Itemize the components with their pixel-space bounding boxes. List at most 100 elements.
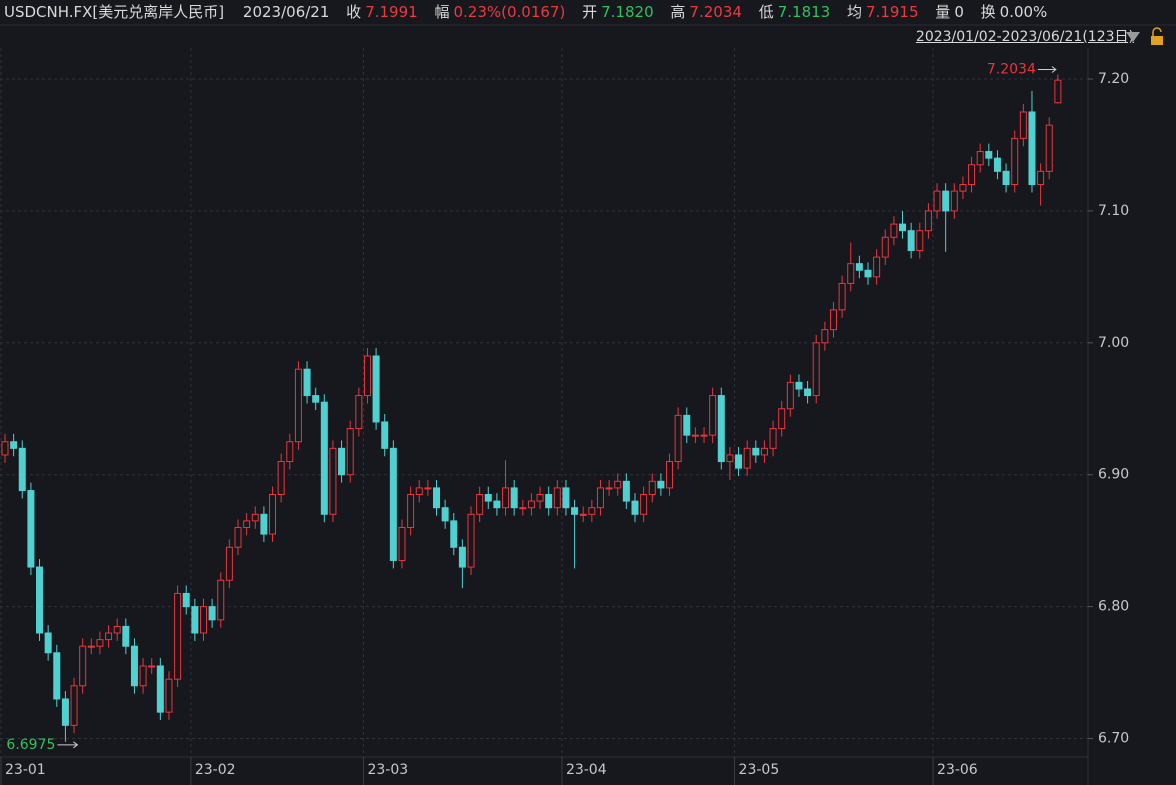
candle-body (286, 441, 294, 463)
candle-body (217, 579, 225, 621)
candle-body (269, 494, 277, 535)
candle-body (1054, 79, 1062, 104)
candle-body (847, 263, 855, 284)
candle-body (1045, 124, 1053, 172)
candle-body (122, 625, 130, 647)
candle-body (398, 526, 406, 561)
candle-body (243, 520, 251, 528)
y-tick-label: 7.10 (1098, 203, 1129, 219)
x-tick-label: 23-03 (367, 762, 408, 778)
candle-body (579, 513, 587, 516)
candle-body (372, 355, 380, 423)
symbol: USDCNH.FX[美元兑离岸人民币] (4, 3, 225, 21)
candle-body (208, 606, 216, 621)
candle-body (105, 632, 113, 641)
candle-body (450, 520, 458, 548)
candle-body (467, 513, 475, 568)
y-tick-label: 6.80 (1098, 599, 1129, 615)
candle-body (545, 494, 553, 509)
candle-body (61, 698, 69, 726)
candle-body (251, 513, 259, 522)
candle-body (165, 678, 173, 713)
label: 收 (346, 3, 362, 21)
value: 0.00% (999, 3, 1048, 21)
candle-body (1037, 170, 1045, 186)
candle-body (985, 151, 993, 159)
candle-body (199, 606, 207, 634)
value: 7.2034 (689, 3, 742, 21)
candle-body (18, 447, 26, 492)
max-arrow (1037, 66, 1057, 73)
candle-body (873, 256, 881, 278)
candle-body (87, 645, 95, 648)
value: 0 (954, 3, 964, 21)
candle-body (864, 269, 872, 278)
candle-body (838, 282, 846, 311)
dropdown[interactable] (1126, 32, 1140, 42)
date-range[interactable]: 2023/01/02-2023/06/21(123日) (915, 29, 1134, 45)
candle-body (562, 487, 570, 509)
label: 量 (935, 3, 951, 21)
min-arrow (57, 741, 79, 749)
candle-body (726, 454, 734, 463)
candle-body (881, 236, 889, 258)
candle-body (191, 606, 199, 634)
candle-body (571, 507, 579, 515)
candle-body (1028, 111, 1036, 186)
candle-body (182, 592, 190, 608)
candle-body (709, 395, 717, 436)
candle-body (79, 645, 87, 687)
candle-body (752, 447, 760, 456)
value: 7.1820 (601, 3, 654, 21)
candle-body (786, 381, 794, 410)
candle-body (27, 490, 35, 568)
candle-body (53, 652, 61, 700)
candle-body (476, 494, 484, 515)
candle-body (942, 190, 950, 212)
candle-body (691, 434, 699, 437)
candle-body (890, 223, 898, 238)
candle-body (260, 513, 268, 535)
candle-body (510, 487, 518, 509)
candle-body (96, 639, 104, 647)
candle-body (139, 665, 147, 687)
candle-body (924, 210, 932, 232)
candle-body (329, 447, 337, 515)
candle-body (277, 461, 285, 496)
y-tick-label: 7.20 (1098, 71, 1129, 87)
candle-body (536, 494, 544, 502)
label: 高 (670, 3, 686, 21)
candle-body (614, 480, 622, 489)
candle-body (148, 665, 156, 668)
candle-body (959, 184, 967, 192)
value: 0.23%(0.0167) (453, 3, 566, 21)
candle-body (778, 408, 786, 430)
min-label: 6.6975 (6, 737, 55, 753)
candle-body (933, 190, 941, 212)
candle-body (389, 447, 397, 561)
y-tick-label: 6.90 (1098, 467, 1129, 483)
lock-icon[interactable] (1151, 36, 1163, 45)
candle-body (588, 507, 596, 515)
y-tick-label: 6.70 (1098, 731, 1129, 747)
value: 7.1991 (365, 3, 418, 21)
lock-icon (1152, 27, 1162, 36)
candle-body (355, 395, 363, 430)
candle-body (294, 368, 302, 443)
candle-body (493, 500, 501, 509)
candle-body (769, 428, 777, 449)
x-tick-label: 23-02 (195, 762, 236, 778)
candle-body (1011, 137, 1019, 186)
candle-body (346, 428, 354, 476)
candle-body (683, 414, 691, 436)
value: 7.1813 (777, 3, 831, 21)
candle-body (458, 546, 466, 568)
candle-body (648, 480, 656, 496)
candle-body (441, 507, 449, 522)
candle-body (743, 447, 751, 469)
candle-body (113, 625, 121, 634)
candle-body (760, 447, 768, 456)
header: USDCNH.FX[美元兑离岸人民币] 2023/06/21 收 7.1991 幅… (4, 0, 1051, 24)
candle-body (666, 461, 674, 489)
